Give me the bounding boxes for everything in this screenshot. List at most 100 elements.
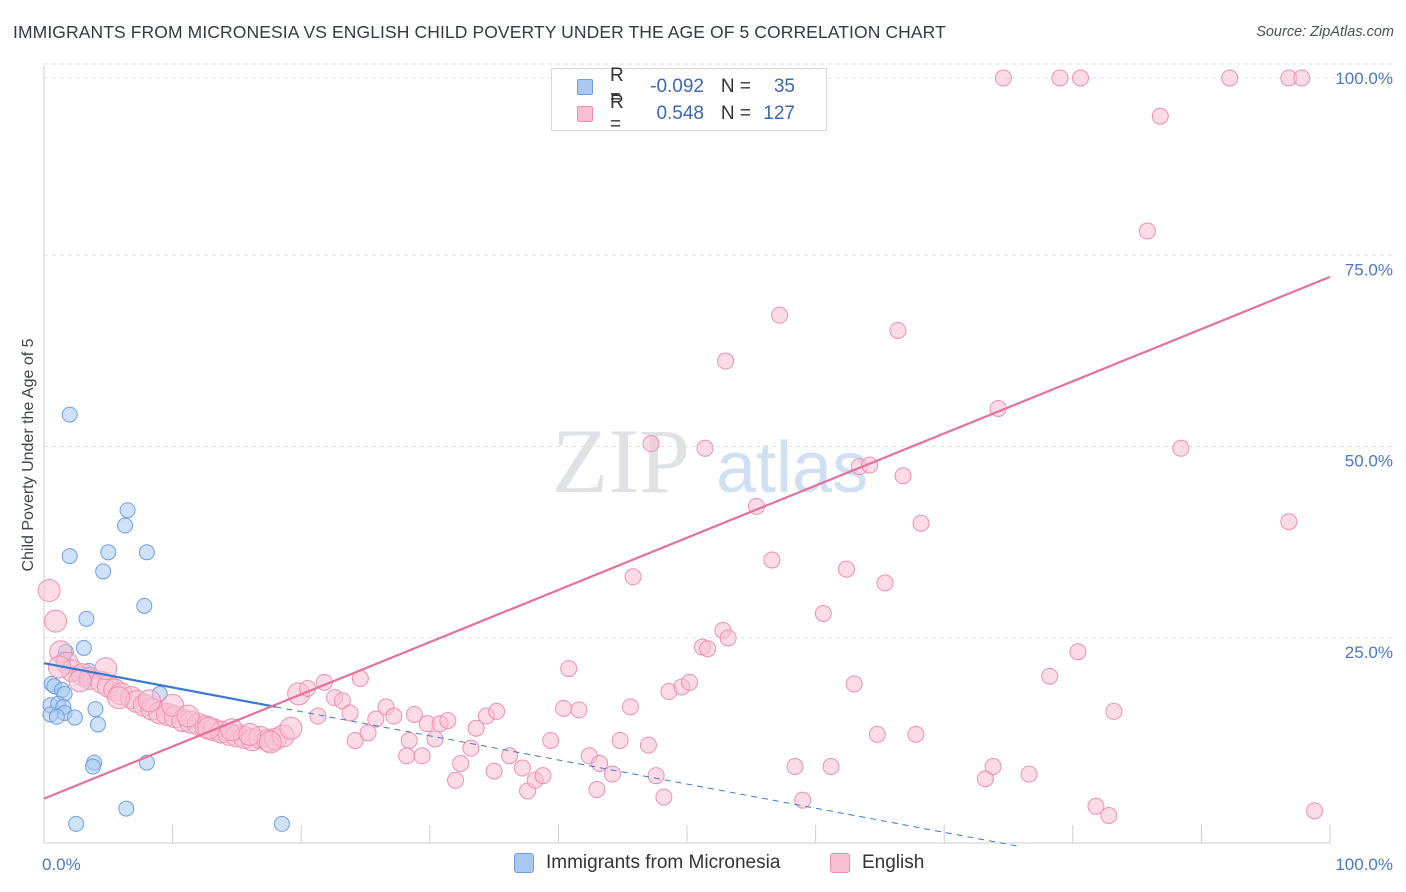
- legend-n-label: N =: [720, 103, 751, 124]
- point-micronesia: [87, 701, 104, 718]
- legend-r-value: 0.548: [656, 103, 704, 124]
- point-micronesia: [75, 639, 92, 656]
- point-english: [603, 765, 621, 783]
- point-english: [912, 514, 930, 532]
- point-english: [1138, 222, 1156, 240]
- legend-n-label: N =: [720, 76, 751, 97]
- legend-row-micronesia: R = -0.092 N = 35: [552, 65, 795, 108]
- point-english: [238, 722, 262, 746]
- x-tick-label: 0.0%: [42, 855, 81, 874]
- point-english: [1306, 802, 1324, 820]
- point-english: [845, 675, 863, 693]
- source-credit: Source: ZipAtlas.com: [1256, 24, 1394, 40]
- point-english: [560, 660, 578, 678]
- point-english: [647, 767, 665, 785]
- grid-lines: [44, 63, 1394, 639]
- point-english: [1105, 702, 1123, 720]
- point-english: [1051, 69, 1069, 87]
- point-micronesia: [95, 563, 112, 580]
- point-english: [426, 730, 444, 748]
- point-english: [107, 686, 131, 710]
- point-micronesia: [68, 815, 85, 832]
- point-english: [513, 759, 531, 777]
- watermark: ZIP atlas: [552, 410, 868, 512]
- point-english: [889, 321, 907, 339]
- point-english: [485, 762, 503, 780]
- point-english: [398, 747, 416, 765]
- point-micronesia: [100, 544, 117, 561]
- x-tick-label: 100.0%: [1335, 855, 1393, 874]
- point-english: [868, 725, 886, 743]
- point-english: [1100, 806, 1118, 824]
- point-english: [413, 747, 431, 765]
- y-tick-label: 100.0%: [1335, 69, 1393, 88]
- point-english: [341, 704, 359, 722]
- point-english: [1172, 439, 1190, 457]
- point-english: [719, 629, 737, 647]
- point-english: [837, 560, 855, 578]
- point-micronesia: [273, 815, 290, 832]
- legend-r-label: R =: [610, 65, 624, 108]
- point-english: [1151, 107, 1169, 125]
- point-english: [624, 568, 642, 586]
- point-english: [794, 791, 812, 809]
- series-legend: Immigrants from Micronesia English: [0, 852, 1406, 878]
- point-english: [907, 725, 925, 743]
- point-english: [611, 731, 629, 749]
- point-micronesia: [136, 597, 153, 614]
- y-axis-label: Child Poverty Under the Age of 5: [20, 338, 37, 571]
- point-english: [488, 702, 506, 720]
- point-english: [621, 698, 639, 716]
- chart-title: IMMIGRANTS FROM MICRONESIA VS ENGLISH CH…: [13, 22, 946, 42]
- point-english: [44, 609, 68, 633]
- point-english: [346, 731, 364, 749]
- point-english: [439, 712, 457, 730]
- legend-r-label: R =: [610, 92, 624, 135]
- point-english: [976, 770, 994, 788]
- tick-labels: 25.0% 50.0% 75.0% 100.0% 0.0% 100.0%: [42, 69, 1393, 874]
- point-english: [655, 788, 673, 806]
- point-english: [452, 754, 470, 772]
- point-english: [309, 707, 327, 725]
- point-micronesia: [61, 548, 78, 565]
- point-english: [555, 699, 573, 717]
- point-micronesia: [61, 406, 78, 423]
- point-english: [591, 754, 609, 772]
- watermark-zip: ZIP: [552, 410, 690, 512]
- point-english: [385, 707, 403, 725]
- point-english: [367, 710, 385, 728]
- point-english: [642, 435, 660, 453]
- point-english: [462, 739, 480, 757]
- point-english: [37, 579, 61, 603]
- legend-swatch-blue: [514, 853, 534, 873]
- point-english: [447, 771, 465, 789]
- point-micronesia: [117, 517, 134, 534]
- series-english-points: [37, 69, 1324, 824]
- point-english: [1072, 69, 1090, 87]
- point-english: [984, 758, 1002, 775]
- point-english: [570, 701, 588, 719]
- point-english: [786, 758, 804, 775]
- point-english: [699, 640, 717, 658]
- point-english: [814, 605, 832, 622]
- point-english: [717, 352, 735, 370]
- point-english: [1087, 797, 1105, 815]
- legend-n-value: 127: [763, 103, 795, 124]
- point-english: [137, 689, 161, 713]
- point-english: [681, 673, 699, 691]
- point-micronesia: [118, 800, 135, 817]
- point-micronesia: [48, 708, 65, 725]
- point-micronesia: [90, 716, 107, 733]
- point-micronesia: [84, 758, 101, 775]
- point-english: [1041, 667, 1059, 685]
- trend-line-micronesia: [43, 662, 276, 708]
- stats-legend: R = -0.092 N = 35 R = 0.548 N = 127: [551, 65, 827, 135]
- legend-label-english: English: [862, 852, 925, 873]
- point-english: [333, 692, 351, 710]
- legend-n-value: 35: [773, 76, 795, 97]
- legend-r-value: -0.092: [650, 76, 704, 97]
- point-micronesia: [66, 709, 83, 726]
- point-english: [876, 574, 894, 592]
- legend-label-micronesia: Immigrants from Micronesia: [546, 852, 781, 873]
